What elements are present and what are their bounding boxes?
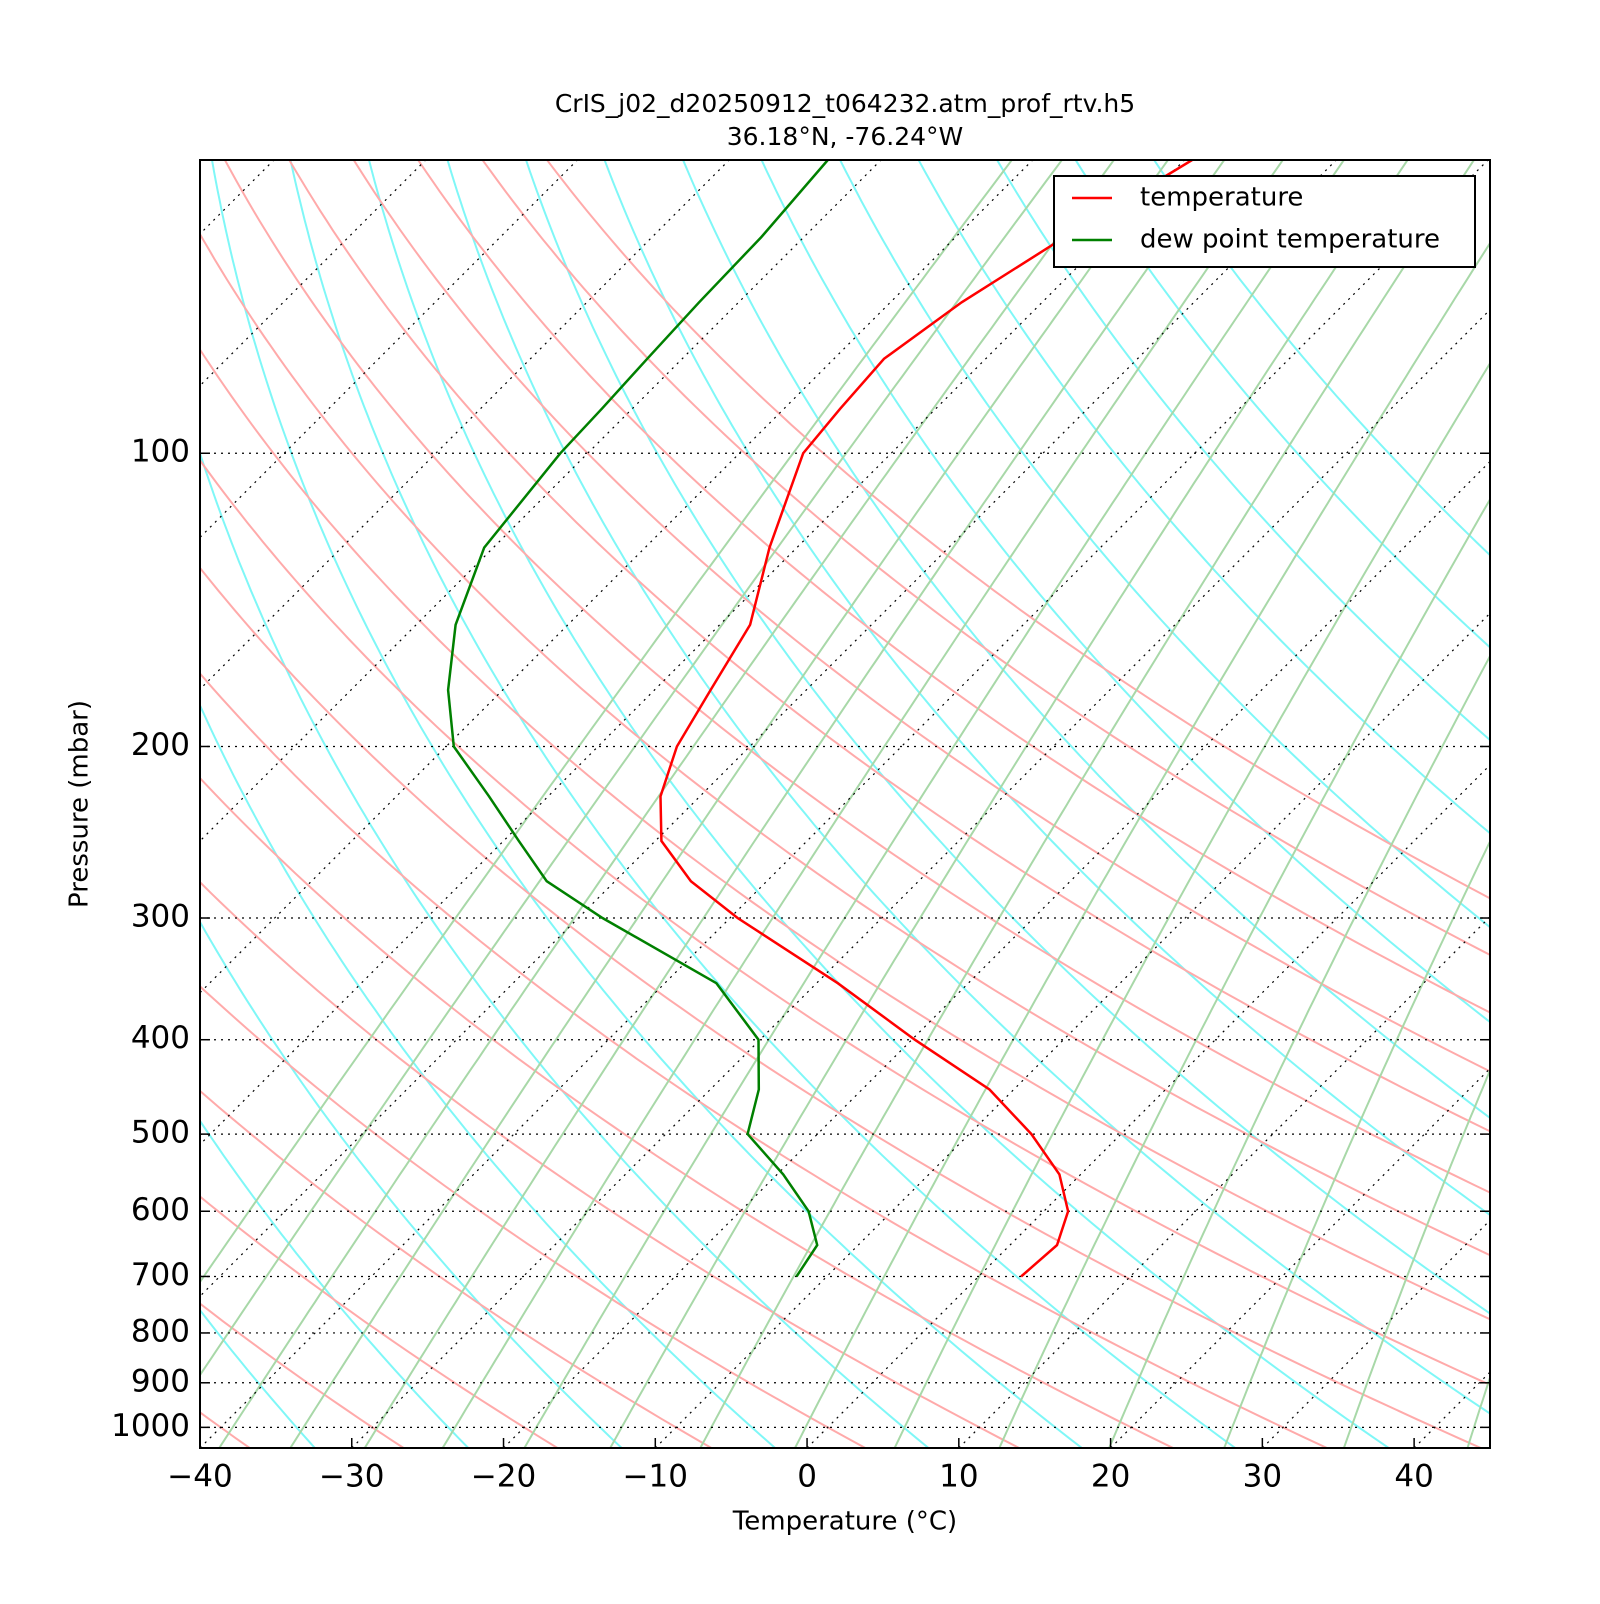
y-tick-label: 1000 (111, 1408, 190, 1444)
y-tick-label: 200 (131, 727, 190, 763)
y-axis-label: Pressure (mbar) (65, 700, 95, 908)
y-tick-label: 300 (131, 899, 190, 935)
x-tick-label: −20 (471, 1459, 536, 1495)
y-tick-label: 500 (131, 1115, 190, 1151)
x-tick-label: 30 (1243, 1459, 1282, 1495)
y-tick-label: 800 (131, 1313, 190, 1349)
legend: temperature dew point temperature (1054, 176, 1475, 267)
chart-subtitle: 36.18°N, -76.24°W (727, 122, 963, 151)
y-tick-label: 700 (131, 1257, 190, 1293)
legend-label: temperature (1140, 183, 1303, 213)
x-tick-label: 10 (939, 1459, 978, 1495)
x-axis-label: Temperature (°C) (732, 1507, 957, 1537)
x-tick-label: 40 (1394, 1459, 1433, 1495)
x-tick-label: −40 (167, 1459, 232, 1495)
y-tick-label: 900 (131, 1363, 190, 1399)
y-tick-label: 100 (131, 434, 190, 470)
x-tick-label: 20 (1091, 1459, 1130, 1495)
x-tick-label: −30 (319, 1459, 384, 1495)
x-tick-label: 0 (797, 1459, 817, 1495)
chart-title: CrIS_j02_d20250912_t064232.atm_prof_rtv.… (555, 89, 1135, 118)
x-tick-label: −10 (623, 1459, 688, 1495)
legend-label: dew point temperature (1140, 225, 1440, 255)
y-tick-label: 400 (131, 1020, 190, 1056)
y-tick-label: 600 (131, 1192, 190, 1228)
